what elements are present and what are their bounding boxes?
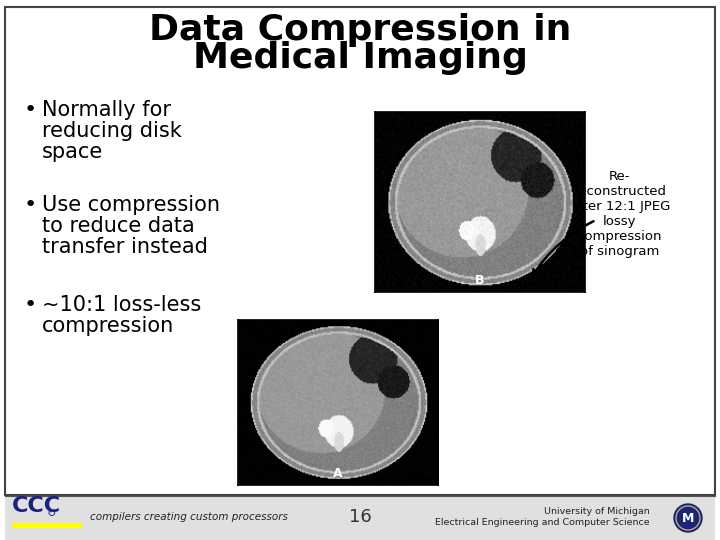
Text: ↻: ↻ [46,509,55,519]
Text: to reduce data: to reduce data [42,216,194,236]
Text: •: • [24,295,37,315]
Text: compression: compression [42,316,174,336]
Text: •: • [24,100,37,120]
Bar [12,523,82,528]
Text: 16: 16 [348,508,372,526]
Bar [5,496,715,540]
Text: Medical Imaging: Medical Imaging [192,41,528,75]
Text: transfer instead: transfer instead [42,237,208,257]
Text: compilers creating custom processors: compilers creating custom processors [90,512,288,522]
Text: University of Michigan
Electrical Engineering and Computer Science: University of Michigan Electrical Engine… [436,507,650,526]
Text: reducing disk: reducing disk [42,121,181,141]
Circle shape [674,504,702,532]
Text: •: • [24,195,37,215]
Text: Re-
reconstructed
after 12:1 JPEG
lossy
compression
of sinogram: Re- reconstructed after 12:1 JPEG lossy … [570,170,670,258]
Text: Data Compression in: Data Compression in [149,13,571,47]
Text: CCC: CCC [12,496,61,516]
Text: Use compression: Use compression [42,195,220,215]
Text: ~10:1 loss-less: ~10:1 loss-less [42,295,202,315]
Text: M: M [682,511,694,524]
Text: Normally for: Normally for [42,100,171,120]
Text: space: space [42,142,103,162]
